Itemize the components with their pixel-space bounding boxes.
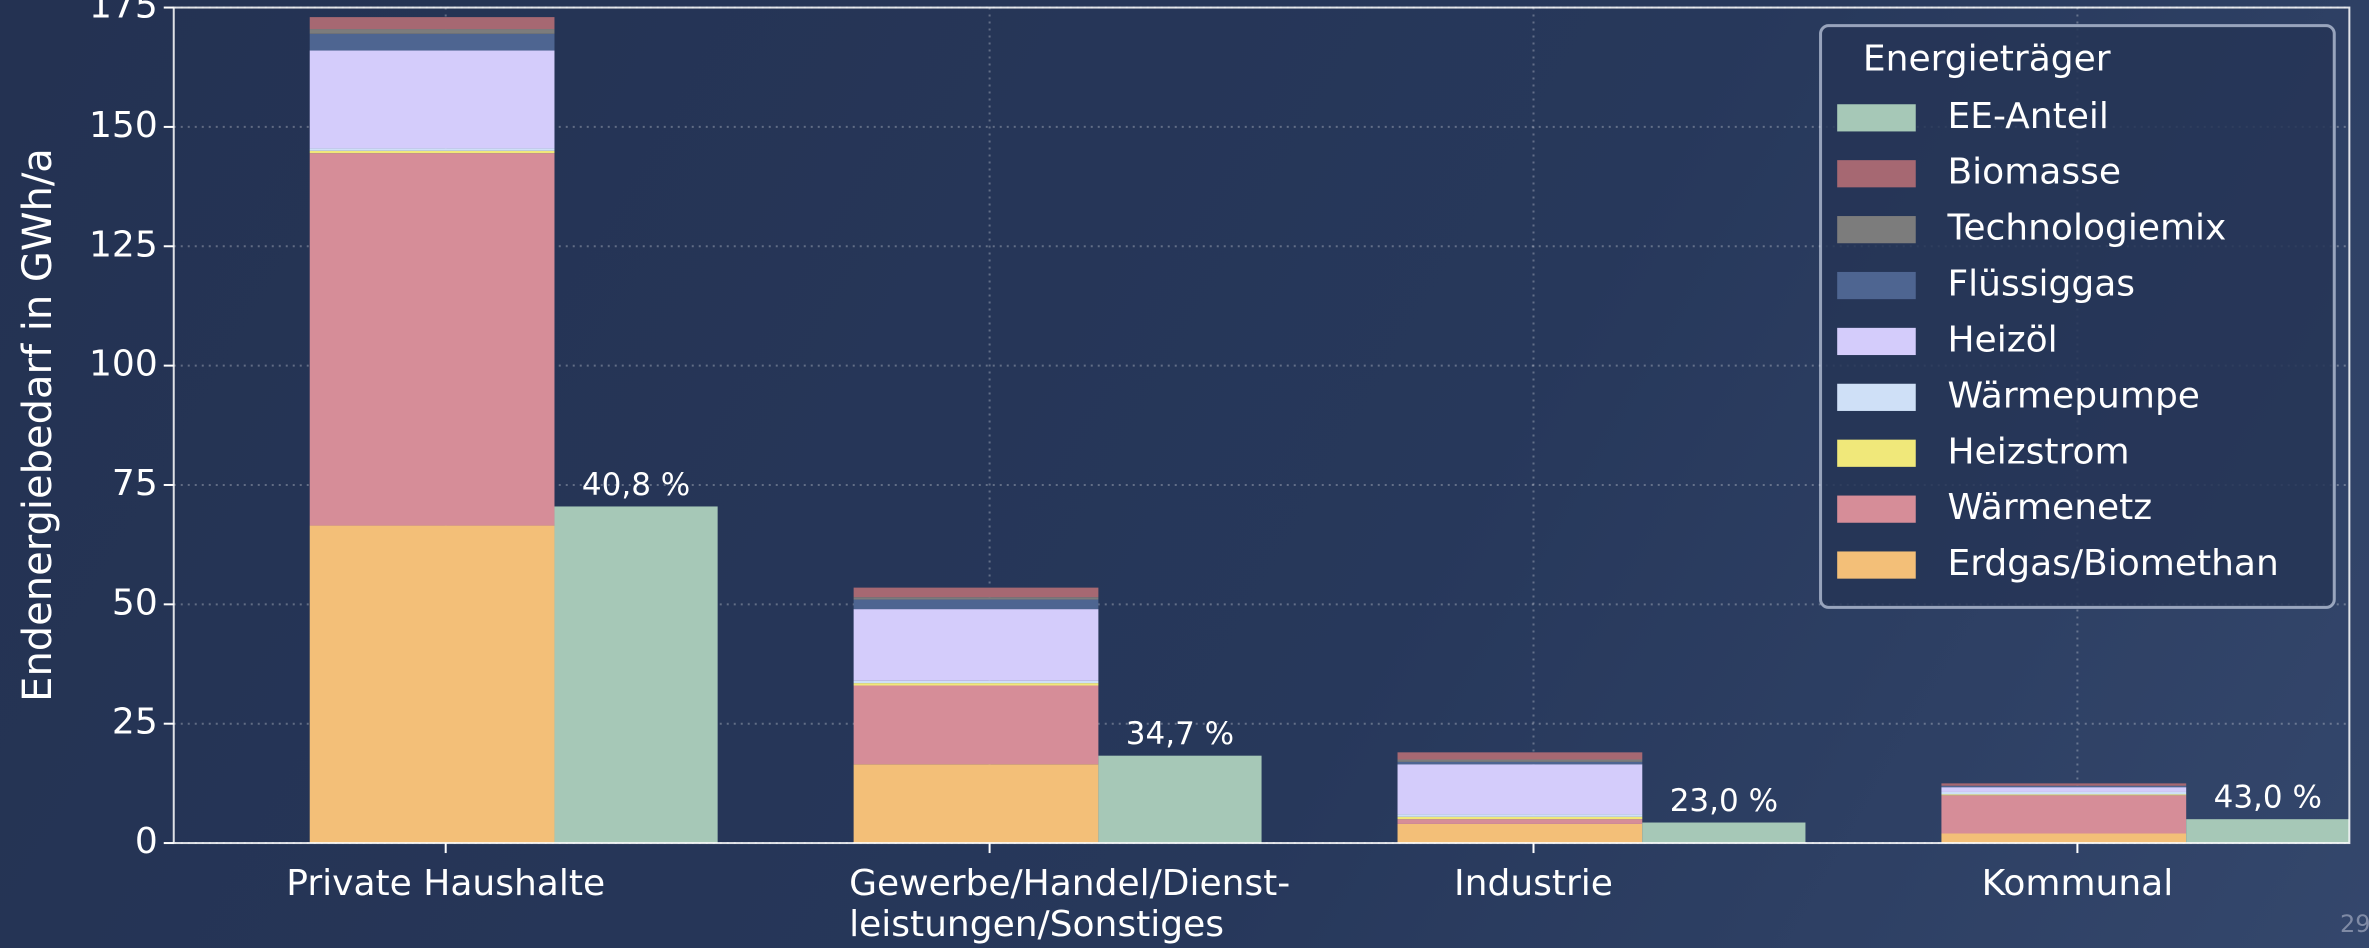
legend-title: Energieträger	[1863, 38, 2111, 79]
bar-segment	[309, 148, 555, 151]
bar-annotation: 34,7 %	[1126, 716, 1234, 752]
bar-segment	[1941, 794, 2187, 796]
legend-swatch	[1837, 327, 1916, 356]
x-tick-label: Private Haushalte	[286, 863, 605, 904]
bar-segment	[853, 587, 1099, 598]
legend-label: Technologiemix	[1946, 208, 2226, 249]
y-tick-label: 150	[89, 105, 158, 146]
bar-segment	[1941, 833, 2187, 844]
bar-annotation: 40,8 %	[582, 467, 690, 503]
legend-swatch	[1837, 495, 1916, 523]
bar	[1098, 755, 1262, 844]
x-tick-label: Industrie	[1454, 863, 1613, 904]
y-tick-label: 0	[135, 821, 158, 862]
bar-annotation: 23,0 %	[1670, 783, 1778, 819]
legend-label: Heizstrom	[1947, 431, 2129, 472]
y-tick-label: 25	[112, 702, 158, 743]
bar-segment	[1941, 791, 2187, 795]
bar	[554, 506, 718, 844]
legend-swatch	[1837, 551, 1916, 579]
bar-segment	[309, 153, 555, 526]
bar-segment	[309, 525, 555, 844]
y-tick-label: 175	[89, 0, 158, 27]
bar-segment	[853, 764, 1099, 844]
bar-segment	[1941, 795, 2187, 834]
y-axis-label: Endenergiebedarf in GWh/a	[15, 148, 61, 702]
legend-label: Flüssiggas	[1947, 264, 2135, 305]
bar-segment	[309, 17, 555, 30]
legend-swatch	[1837, 160, 1916, 188]
bar-segment	[1397, 819, 1643, 824]
plot-frame	[172, 6, 2351, 845]
bar-segment	[853, 685, 1099, 765]
legend-swatch	[1837, 383, 1916, 411]
legend-swatch	[1837, 216, 1916, 244]
x-tick-label: Gewerbe/Handel/Dienst-leistungen/Sonstig…	[849, 863, 1290, 945]
page-number: 29	[2340, 910, 2369, 938]
bar-segment	[1397, 816, 1643, 820]
bar-annotation: 43,0 %	[2214, 780, 2322, 816]
bar-segment	[1397, 759, 1643, 762]
y-tick-label: 100	[89, 344, 158, 385]
bar-segment	[1941, 785, 2187, 788]
bar-segment	[1397, 814, 1643, 817]
bar-segment	[309, 150, 555, 154]
y-tick-label: 75	[112, 463, 158, 504]
bar-segment	[1941, 783, 2187, 786]
legend-box	[1819, 24, 2336, 609]
legend-label: Wärmepumpe	[1947, 375, 2199, 416]
legend-label: Biomasse	[1947, 152, 2121, 193]
legend-swatch	[1837, 439, 1916, 467]
bar-segment	[1397, 764, 1643, 815]
bar-segment	[309, 50, 555, 149]
bar-segment	[853, 599, 1099, 610]
legend-swatch	[1837, 271, 1916, 300]
y-tick-label: 125	[89, 224, 158, 265]
bar-segment	[1397, 761, 1643, 765]
bar-segment	[1397, 752, 1643, 760]
bar-segment	[853, 683, 1099, 686]
bar-segment	[309, 29, 555, 34]
bar-segment	[853, 597, 1099, 600]
bar-segment	[853, 609, 1099, 681]
bar-segment	[1941, 787, 2187, 792]
bar-segment	[853, 680, 1099, 684]
bar	[1642, 822, 1806, 844]
bar-segment	[1397, 823, 1643, 844]
legend-label: Wärmenetz	[1947, 487, 2152, 528]
legend-label: Heizöl	[1947, 319, 2057, 360]
legend-label: Erdgas/Biomethan	[1947, 543, 2278, 584]
legend-swatch	[1837, 104, 1916, 132]
legend-label: EE-Anteil	[1947, 96, 2108, 137]
x-tick-label: Kommunal	[1982, 863, 2174, 904]
bar-segment	[309, 33, 555, 51]
bar	[2186, 819, 2350, 844]
y-tick-label: 50	[112, 582, 158, 623]
